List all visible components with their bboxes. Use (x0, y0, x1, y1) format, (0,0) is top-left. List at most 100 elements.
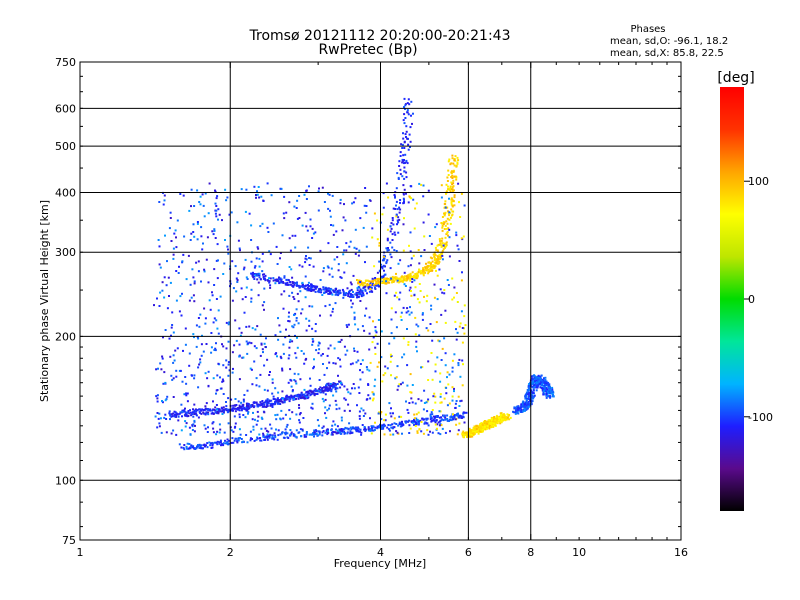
echo-point (324, 406, 327, 409)
echo-point (262, 403, 265, 406)
echo-point (442, 414, 445, 417)
echo-point (190, 205, 192, 208)
echo-point (249, 439, 252, 442)
echo-point (448, 211, 451, 214)
echo-point (251, 327, 254, 330)
echo-point (226, 196, 229, 199)
echo-point (458, 422, 461, 425)
echo-point (284, 283, 287, 286)
echo-point (296, 292, 299, 295)
echo-point (450, 203, 453, 206)
echo-point (233, 344, 236, 347)
echo-point (382, 427, 385, 430)
echo-point (270, 399, 273, 402)
echo-point (406, 276, 409, 279)
echo-point (371, 284, 374, 287)
echo-point (321, 353, 324, 355)
echo-point (269, 286, 272, 289)
echo-point (156, 397, 159, 400)
echo-point (397, 178, 400, 180)
echo-point (343, 249, 346, 252)
echo-point (454, 414, 457, 417)
echo-point (305, 396, 308, 398)
echo-point (199, 358, 202, 361)
echo-point (368, 348, 371, 351)
echo-point (386, 259, 389, 262)
echo-point (336, 383, 339, 385)
echo-point (288, 396, 291, 399)
echo-point (380, 330, 383, 333)
echo-point (437, 421, 440, 424)
echo-point (219, 295, 222, 298)
echo-point (215, 215, 218, 218)
echo-point (399, 168, 402, 171)
echo-point (218, 442, 221, 445)
echo-point (256, 419, 259, 422)
echo-point (405, 279, 408, 282)
echo-point (412, 275, 415, 278)
echo-point (261, 417, 264, 420)
echo-point (343, 397, 346, 400)
echo-point (216, 243, 219, 246)
echo-point (545, 384, 548, 386)
echo-point (418, 334, 421, 337)
echo-point (299, 378, 302, 381)
echo-point (245, 325, 248, 328)
echo-point (376, 279, 379, 282)
echo-point (399, 259, 402, 262)
echo-point (168, 337, 171, 340)
echo-point (358, 392, 361, 394)
echo-point (329, 385, 332, 388)
echo-point (397, 262, 400, 265)
echo-point (303, 397, 306, 400)
echo-point (255, 401, 258, 404)
echo-point (396, 219, 399, 222)
echo-point (546, 384, 549, 387)
echo-point (438, 340, 441, 343)
echo-point (263, 287, 266, 290)
echo-point (395, 187, 398, 190)
echo-point (438, 268, 441, 271)
echo-point (436, 249, 439, 252)
echo-point (271, 406, 274, 408)
echo-point (337, 269, 340, 272)
echo-point (403, 170, 406, 173)
echo-point (231, 407, 234, 410)
echo-point (447, 212, 450, 215)
echo-point (252, 276, 255, 279)
echo-point (384, 365, 387, 368)
echo-point (433, 265, 436, 268)
echo-point (521, 410, 524, 413)
echo-point (246, 407, 249, 410)
echo-point (188, 352, 191, 355)
echo-point (434, 226, 437, 229)
echo-point (310, 286, 313, 289)
echo-point (278, 399, 281, 401)
echo-point (209, 408, 212, 411)
echo-point (402, 279, 405, 282)
echo-point (462, 432, 465, 435)
echo-point (308, 257, 311, 259)
echo-point (410, 100, 413, 103)
echo-point (447, 185, 449, 188)
echo-point (403, 188, 406, 191)
echo-point (390, 318, 393, 321)
echo-point (448, 420, 450, 422)
echo-point (327, 292, 330, 295)
echo-point (300, 312, 303, 315)
echo-point (441, 224, 444, 227)
echo-point (453, 353, 456, 356)
echo-point (343, 432, 346, 435)
echo-point (301, 308, 304, 311)
echo-point (215, 433, 218, 436)
echo-point (442, 244, 445, 247)
echo-point (253, 275, 256, 278)
echo-point (166, 307, 169, 310)
echo-point (196, 335, 199, 338)
echo-point (405, 130, 408, 133)
echo-point (261, 252, 264, 255)
echo-point (499, 412, 502, 415)
echo-point (291, 276, 294, 279)
echo-point (261, 222, 264, 225)
echo-point (296, 199, 299, 202)
